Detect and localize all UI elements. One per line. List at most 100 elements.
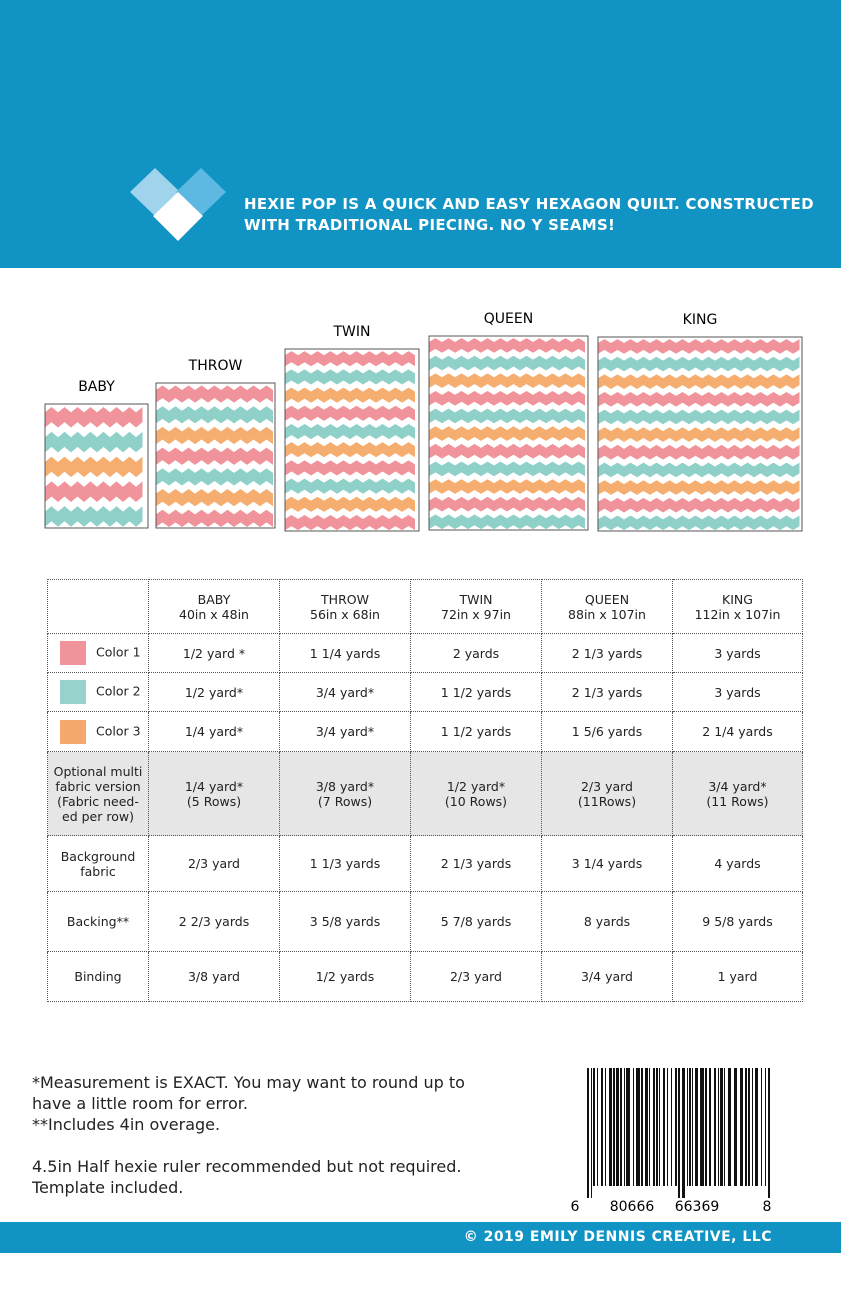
bar bbox=[695, 1068, 698, 1186]
quilt-stripe bbox=[45, 406, 143, 428]
bar bbox=[605, 1068, 606, 1186]
quilt-stripe bbox=[429, 443, 585, 459]
table-row: Color 2 1/2 yard* 3/4 yard* 1 1/2 yards 2 1/… bbox=[47, 672, 803, 712]
label-line: Binding bbox=[74, 969, 122, 984]
bar bbox=[748, 1068, 750, 1186]
quilt-stripe bbox=[598, 444, 800, 460]
amount-line: 5 7/8 yards bbox=[440, 914, 512, 929]
size-dimensions: 56in x 68in bbox=[310, 606, 380, 622]
barcode-digit: 8 bbox=[763, 1199, 772, 1215]
quilt-stripe bbox=[285, 369, 415, 385]
bar bbox=[768, 1068, 770, 1198]
bar bbox=[752, 1068, 753, 1186]
amount-line: (11Rows) bbox=[577, 793, 637, 809]
bar bbox=[659, 1068, 660, 1186]
bar bbox=[656, 1068, 658, 1186]
table-row: Optional multi fabric version (Fabric need… bbox=[47, 751, 803, 836]
amount-line: 1 1/3 yards bbox=[309, 856, 381, 871]
color-swatch bbox=[60, 719, 86, 744]
size-name: QUEEN bbox=[584, 591, 630, 607]
quilt-label: BABY bbox=[78, 379, 115, 395]
amount-line: 1/2 yards bbox=[315, 969, 375, 984]
amount-line: 3 yards bbox=[714, 684, 761, 700]
notes: *Measurement is EXACT. You may want to r… bbox=[32, 1072, 465, 1198]
amount-line: 2/3 yard bbox=[449, 969, 502, 984]
amount-cell: 2 1/3 yards bbox=[541, 633, 673, 673]
amount-line: 4 yards bbox=[714, 856, 761, 871]
amount-line: 1 1/4 yards bbox=[309, 645, 381, 661]
bar bbox=[755, 1068, 758, 1186]
amount-line: 2/3 yard bbox=[187, 856, 240, 871]
bar bbox=[718, 1068, 719, 1186]
row-label: Binding bbox=[47, 951, 149, 1002]
bar bbox=[620, 1068, 622, 1186]
amount-cell: 3/4 yard bbox=[541, 951, 673, 1002]
amount-line: 2 2/3 yards bbox=[178, 914, 250, 929]
bar bbox=[645, 1068, 648, 1186]
bar bbox=[682, 1068, 685, 1198]
bar bbox=[591, 1068, 592, 1198]
quilt-stripe bbox=[429, 391, 585, 406]
bar bbox=[636, 1068, 640, 1186]
amount-cell: 9 5/8 yards bbox=[672, 891, 803, 952]
bar bbox=[675, 1068, 677, 1186]
quilt-label: TWIN bbox=[333, 324, 371, 340]
amount-cell: 3 yards bbox=[672, 672, 803, 712]
barcode-digit: 6 bbox=[571, 1199, 580, 1215]
amount-line: 2 1/3 yards bbox=[571, 645, 643, 661]
column-header: BABY 40in x 48in bbox=[148, 579, 280, 634]
bar bbox=[761, 1068, 762, 1186]
quilt-stripe bbox=[156, 509, 273, 527]
amount-line: 1/2 yard * bbox=[182, 645, 246, 661]
quilt-border bbox=[284, 348, 420, 532]
column-header: QUEEN 88in x 107in bbox=[541, 579, 673, 634]
quilt-stripe bbox=[598, 462, 800, 478]
bar bbox=[624, 1068, 625, 1186]
amount-cell: 3 1/4 yards bbox=[541, 835, 673, 892]
quilt-stripe bbox=[429, 479, 585, 494]
label-line: fabric version bbox=[55, 778, 141, 794]
note-line: *Measurement is EXACT. You may want to r… bbox=[32, 1073, 465, 1092]
amount-line: 2 1/4 yards bbox=[702, 724, 773, 739]
bar bbox=[597, 1068, 598, 1186]
quilt-label: KING bbox=[683, 312, 718, 328]
quilt-stripe bbox=[285, 478, 415, 494]
quilt-stripe bbox=[156, 426, 273, 445]
note-line: have a little room for error. bbox=[32, 1094, 248, 1113]
bar bbox=[671, 1068, 672, 1186]
quilt-stripe bbox=[429, 373, 585, 389]
quilt-border bbox=[597, 336, 803, 532]
quilt-stripe bbox=[156, 447, 273, 465]
amount-line: 1/2 yard* bbox=[446, 778, 506, 794]
tagline: HEXIE POP IS A QUICK AND EASY HEXAGON QU… bbox=[244, 194, 814, 236]
amount-cell: 2 1/3 yards bbox=[410, 835, 542, 892]
amount-cell: 2 2/3 yards bbox=[148, 891, 280, 952]
header-row: BABY 40in x 48in THROW 56in x 68in TWIN 72in … bbox=[47, 579, 803, 634]
label-line: Background bbox=[60, 848, 136, 864]
amount-cell: 1 1/4 yards bbox=[279, 633, 411, 673]
quilt-stripe bbox=[45, 506, 143, 527]
bar bbox=[687, 1068, 688, 1186]
label-line: Color 2 bbox=[96, 683, 141, 699]
row-label: Backing** bbox=[47, 891, 149, 952]
amount-cell: 3 5/8 yards bbox=[279, 891, 411, 952]
size-name: THROW bbox=[321, 591, 369, 607]
quilt-label: THROW bbox=[188, 358, 243, 374]
amount-cell: 1/4 yard* bbox=[148, 711, 280, 752]
bar bbox=[641, 1068, 643, 1186]
bar bbox=[745, 1068, 747, 1186]
bar bbox=[724, 1068, 725, 1186]
amount-line: (11 Rows) bbox=[706, 793, 769, 809]
amount-line: 8 yards bbox=[583, 914, 631, 929]
column-header: TWIN 72in x 97in bbox=[410, 579, 542, 634]
amount-cell: 3/8 yard bbox=[148, 951, 280, 1002]
table-row: Color 1 1/2 yard * 1 1/4 yards 2 yards 2 1/3… bbox=[47, 633, 803, 673]
quilt-stripe bbox=[429, 461, 585, 477]
quilt-stripe bbox=[45, 456, 143, 478]
bar bbox=[689, 1068, 691, 1186]
row-label: Color 3 bbox=[47, 711, 149, 752]
label-line: Color 1 bbox=[96, 644, 141, 660]
size-dimensions: 88in x 107in bbox=[568, 606, 646, 622]
quilt-stripe bbox=[285, 514, 415, 531]
tagline-line: HEXIE POP IS A QUICK AND EASY HEXAGON QU… bbox=[244, 195, 814, 213]
